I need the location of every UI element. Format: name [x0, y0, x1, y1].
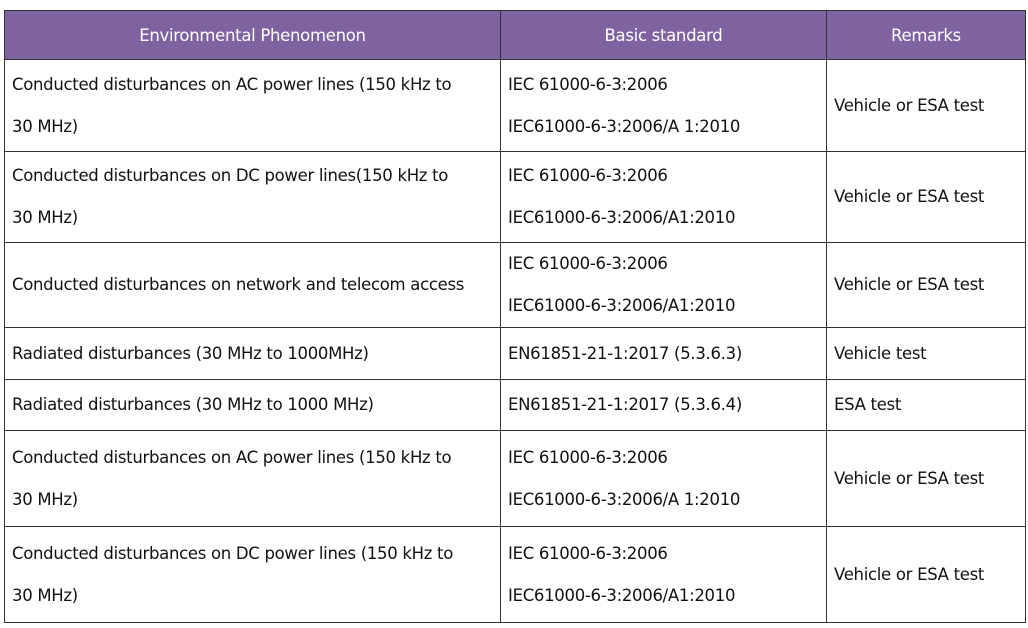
standard-cell-line: IEC61000-6-3:2006/A1:2010	[508, 208, 736, 227]
phenomenon-cell: Conducted disturbances on AC power lines…	[4, 430, 501, 527]
phenomenon-cell: Conducted disturbances on DC power lines…	[4, 151, 501, 243]
phenomenon-cell: Radiated disturbances (30 MHz to 1000 MH…	[4, 379, 501, 431]
remarks-cell: Vehicle or ESA test	[826, 526, 1026, 623]
standard-cell: IEC 61000-6-3:2006 IEC61000-6-3:2006/A 1:…	[500, 430, 827, 527]
header-remarks: Remarks	[826, 10, 1026, 60]
phenomenon-cell-line: Conducted disturbances on DC power lines…	[12, 166, 449, 185]
standard-cell: IEC 61000-6-3:2006 IEC61000-6-3:2006/A1:2…	[500, 526, 827, 623]
standard-cell-line: IEC61000-6-3:2006/A 1:2010	[508, 489, 741, 509]
emission-standards-table: Environmental Phenomenon Basic standard …	[4, 10, 1026, 623]
phenomenon-cell-line: Radiated disturbances (30 MHz to 1000MHz…	[12, 343, 369, 363]
standard-cell: IEC 61000-6-3:2006 IEC61000-6-3:2006/A1:2…	[500, 242, 827, 328]
phenomenon-cell: Conducted disturbances on network and te…	[4, 242, 501, 328]
standard-cell-line: IEC 61000-6-3:2006	[508, 74, 668, 94]
standard-cell: EN61851-21-1:2017 (5.3.6.4)	[500, 379, 827, 431]
phenomenon-cell: Radiated disturbances (30 MHz to 1000MHz…	[4, 327, 501, 380]
remarks-cell-line: Vehicle or ESA test	[834, 187, 985, 206]
phenomenon-cell-line: Conducted disturbances on AC power lines…	[12, 74, 452, 94]
table-row: Conducted disturbances on AC power lines…	[4, 59, 1026, 152]
standard-cell: EN61851-21-1:2017 (5.3.6.3)	[500, 327, 827, 380]
remarks-cell: Vehicle or ESA test	[826, 430, 1026, 527]
phenomenon-cell-line: 30 MHz)	[12, 208, 78, 227]
remarks-cell: Vehicle or ESA test	[826, 242, 1026, 328]
header-phenomenon: Environmental Phenomenon	[4, 10, 501, 60]
remarks-cell-line: Vehicle or ESA test	[834, 275, 985, 294]
standard-cell: IEC 61000-6-3:2006 IEC61000-6-3:2006/A 1:…	[500, 59, 827, 152]
standard-cell-line: IEC 61000-6-3:2006	[508, 166, 668, 185]
phenomenon-cell-line: Conducted disturbances on network and te…	[12, 275, 465, 294]
table-row: Radiated disturbances (30 MHz to 1000 MH…	[4, 379, 1026, 431]
remarks-cell-line: Vehicle or ESA test	[834, 95, 985, 115]
remarks-cell: Vehicle or ESA test	[826, 151, 1026, 243]
phenomenon-cell-line: Radiated disturbances (30 MHz to 1000 MH…	[12, 395, 374, 414]
remarks-cell: Vehicle or ESA test	[826, 59, 1026, 152]
standard-cell-line: EN61851-21-1:2017 (5.3.6.4)	[508, 395, 742, 414]
phenomenon-cell-line: 30 MHz)	[12, 489, 78, 509]
table-row: Conducted disturbances on AC power lines…	[4, 430, 1026, 527]
remarks-cell-line: Vehicle or ESA test	[834, 564, 985, 584]
standard-cell-line: IEC61000-6-3:2006/A1:2010	[508, 296, 736, 315]
remarks-cell-line: Vehicle or ESA test	[834, 468, 985, 488]
standard-cell-line: IEC 61000-6-3:2006	[508, 254, 668, 273]
standard-cell-line: IEC61000-6-3:2006/A1:2010	[508, 585, 736, 605]
phenomenon-cell: Conducted disturbances on AC power lines…	[4, 59, 501, 152]
table-row: Conducted disturbances on network and te…	[4, 242, 1026, 328]
header-row: Environmental Phenomenon Basic standard …	[4, 10, 1026, 60]
standard-cell-line: IEC 61000-6-3:2006	[508, 447, 668, 467]
remarks-cell: ESA test	[826, 379, 1026, 431]
remarks-cell-line: ESA test	[834, 395, 902, 414]
table-row: Conducted disturbances on DC power lines…	[4, 151, 1026, 243]
phenomenon-cell-line: 30 MHz)	[12, 585, 78, 605]
phenomenon-cell-line: Conducted disturbances on DC power lines…	[12, 543, 454, 563]
standard-cell-line: IEC61000-6-3:2006/A 1:2010	[508, 116, 741, 136]
table-row: Conducted disturbances on DC power lines…	[4, 526, 1026, 623]
phenomenon-cell: Conducted disturbances on DC power lines…	[4, 526, 501, 623]
remarks-cell: Vehicle test	[826, 327, 1026, 380]
standard-cell-line: EN61851-21-1:2017 (5.3.6.3)	[508, 343, 742, 363]
standard-cell-line: IEC 61000-6-3:2006	[508, 543, 668, 563]
standard-cell: IEC 61000-6-3:2006 IEC61000-6-3:2006/A1:2…	[500, 151, 827, 243]
phenomenon-cell-line: Conducted disturbances on AC power lines…	[12, 447, 452, 467]
table-row: Radiated disturbances (30 MHz to 1000MHz…	[4, 327, 1026, 380]
header-standard: Basic standard	[500, 10, 827, 60]
phenomenon-cell-line: 30 MHz)	[12, 116, 78, 136]
remarks-cell-line: Vehicle test	[834, 343, 927, 363]
